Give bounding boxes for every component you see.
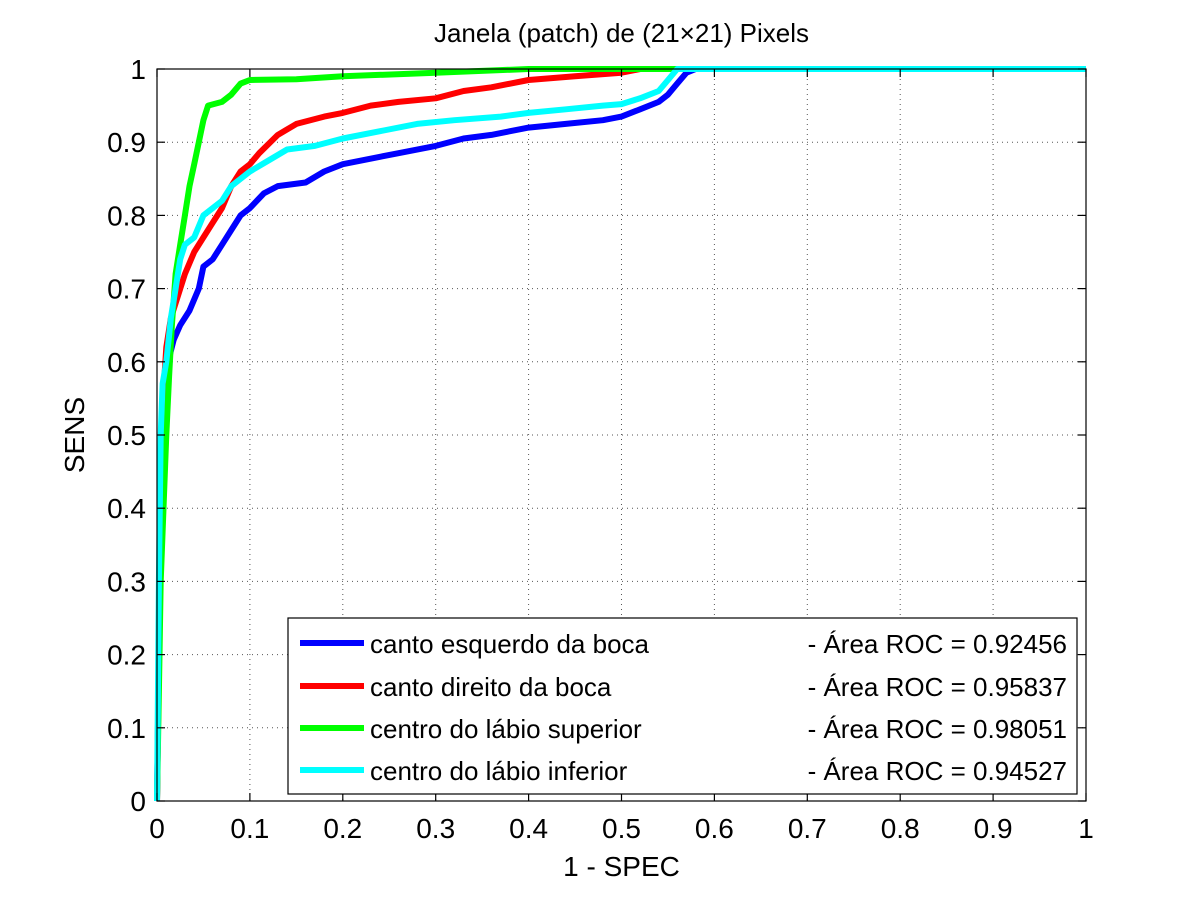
y-tick-label: 0.5 <box>107 420 146 451</box>
y-axis-label: SENS <box>59 397 90 473</box>
axis-ticks: 0 0.1 0.2 0.3 0.4 0.5 0.6 0.7 0.8 0.9 1 0 0.1 0.2 0.3 0… <box>107 54 1094 844</box>
x-tick-label: 0.4 <box>509 813 548 844</box>
legend-series-name: canto esquerdo da boca <box>370 629 650 659</box>
y-tick-label: 0.7 <box>107 274 146 305</box>
x-tick-label: 0.8 <box>881 813 920 844</box>
x-tick-label: 0.3 <box>416 813 455 844</box>
x-tick-label: 0.1 <box>230 813 269 844</box>
x-tick-label: 0 <box>149 813 165 844</box>
legend-roc-area: - Área ROC = 0.94527 <box>808 756 1067 786</box>
y-tick-label: 1 <box>130 54 146 85</box>
legend-box <box>287 617 1078 795</box>
y-tick-label: 0.6 <box>107 347 146 378</box>
x-tick-label: 1 <box>1078 813 1094 844</box>
y-tick-label: 0.3 <box>107 566 146 597</box>
series-lines <box>154 66 1086 802</box>
legend-roc-area: - Área ROC = 0.95837 <box>808 672 1067 702</box>
legend-series-name: centro do lábio inferior <box>370 756 628 786</box>
legend-roc-area: - Área ROC = 0.98051 <box>808 714 1067 744</box>
legend-roc-area: - Área ROC = 0.92456 <box>808 629 1067 659</box>
y-tick-label: 0 <box>130 786 146 817</box>
x-tick-label: 0.5 <box>602 813 641 844</box>
y-tick-label: 0.9 <box>107 127 146 158</box>
x-tick-label: 0.6 <box>695 813 734 844</box>
y-tick-label: 0.4 <box>107 493 146 524</box>
y-tick-label: 0.1 <box>107 713 146 744</box>
x-tick-label: 0.9 <box>974 813 1013 844</box>
legend-series-name: centro do lábio superior <box>370 714 642 744</box>
legend: canto esquerdo da boca - Área ROC = 0.924… <box>287 617 1078 795</box>
series-line <box>154 66 1086 802</box>
y-tick-label: 0.8 <box>107 200 146 231</box>
x-axis-label: 1 - SPEC <box>563 851 680 882</box>
series-line <box>154 66 1086 802</box>
chart-title: Janela (patch) de (21×21) Pixels <box>434 18 809 48</box>
x-tick-label: 0.7 <box>788 813 827 844</box>
x-tick-label: 0.2 <box>323 813 362 844</box>
legend-series-name: canto direito da boca <box>370 672 612 702</box>
y-tick-label: 0.2 <box>107 640 146 671</box>
series-line <box>154 66 1086 802</box>
